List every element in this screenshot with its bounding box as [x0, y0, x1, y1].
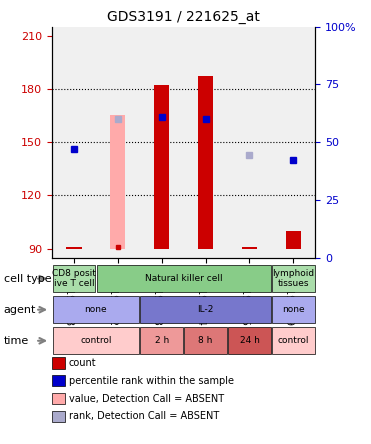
Text: cell type: cell type [4, 274, 51, 284]
Bar [242, 247, 257, 249]
Text: control: control [278, 336, 309, 345]
Text: rank, Detection Call = ABSENT: rank, Detection Call = ABSENT [69, 412, 219, 421]
Text: none: none [282, 305, 305, 314]
Text: 2 h: 2 h [155, 336, 169, 345]
Text: 8 h: 8 h [198, 336, 213, 345]
Text: count: count [69, 358, 96, 368]
Bar [198, 76, 213, 249]
Bar [66, 247, 82, 249]
Bar [154, 85, 170, 249]
Text: 24 h: 24 h [240, 336, 259, 345]
Text: value, Detection Call = ABSENT: value, Detection Call = ABSENT [69, 394, 224, 404]
Title: GDS3191 / 221625_at: GDS3191 / 221625_at [107, 10, 260, 24]
Text: agent: agent [4, 305, 36, 315]
Text: none: none [85, 305, 107, 314]
Text: percentile rank within the sample: percentile rank within the sample [69, 376, 234, 386]
Text: time: time [4, 336, 29, 346]
Text: Natural killer cell: Natural killer cell [145, 274, 223, 283]
Text: control: control [80, 336, 112, 345]
Bar [110, 115, 125, 249]
Text: IL-2: IL-2 [197, 305, 214, 314]
Text: CD8 posit
ive T cell: CD8 posit ive T cell [52, 269, 96, 288]
Text: lymphoid
tissues: lymphoid tissues [272, 269, 315, 288]
Bar [286, 231, 301, 249]
